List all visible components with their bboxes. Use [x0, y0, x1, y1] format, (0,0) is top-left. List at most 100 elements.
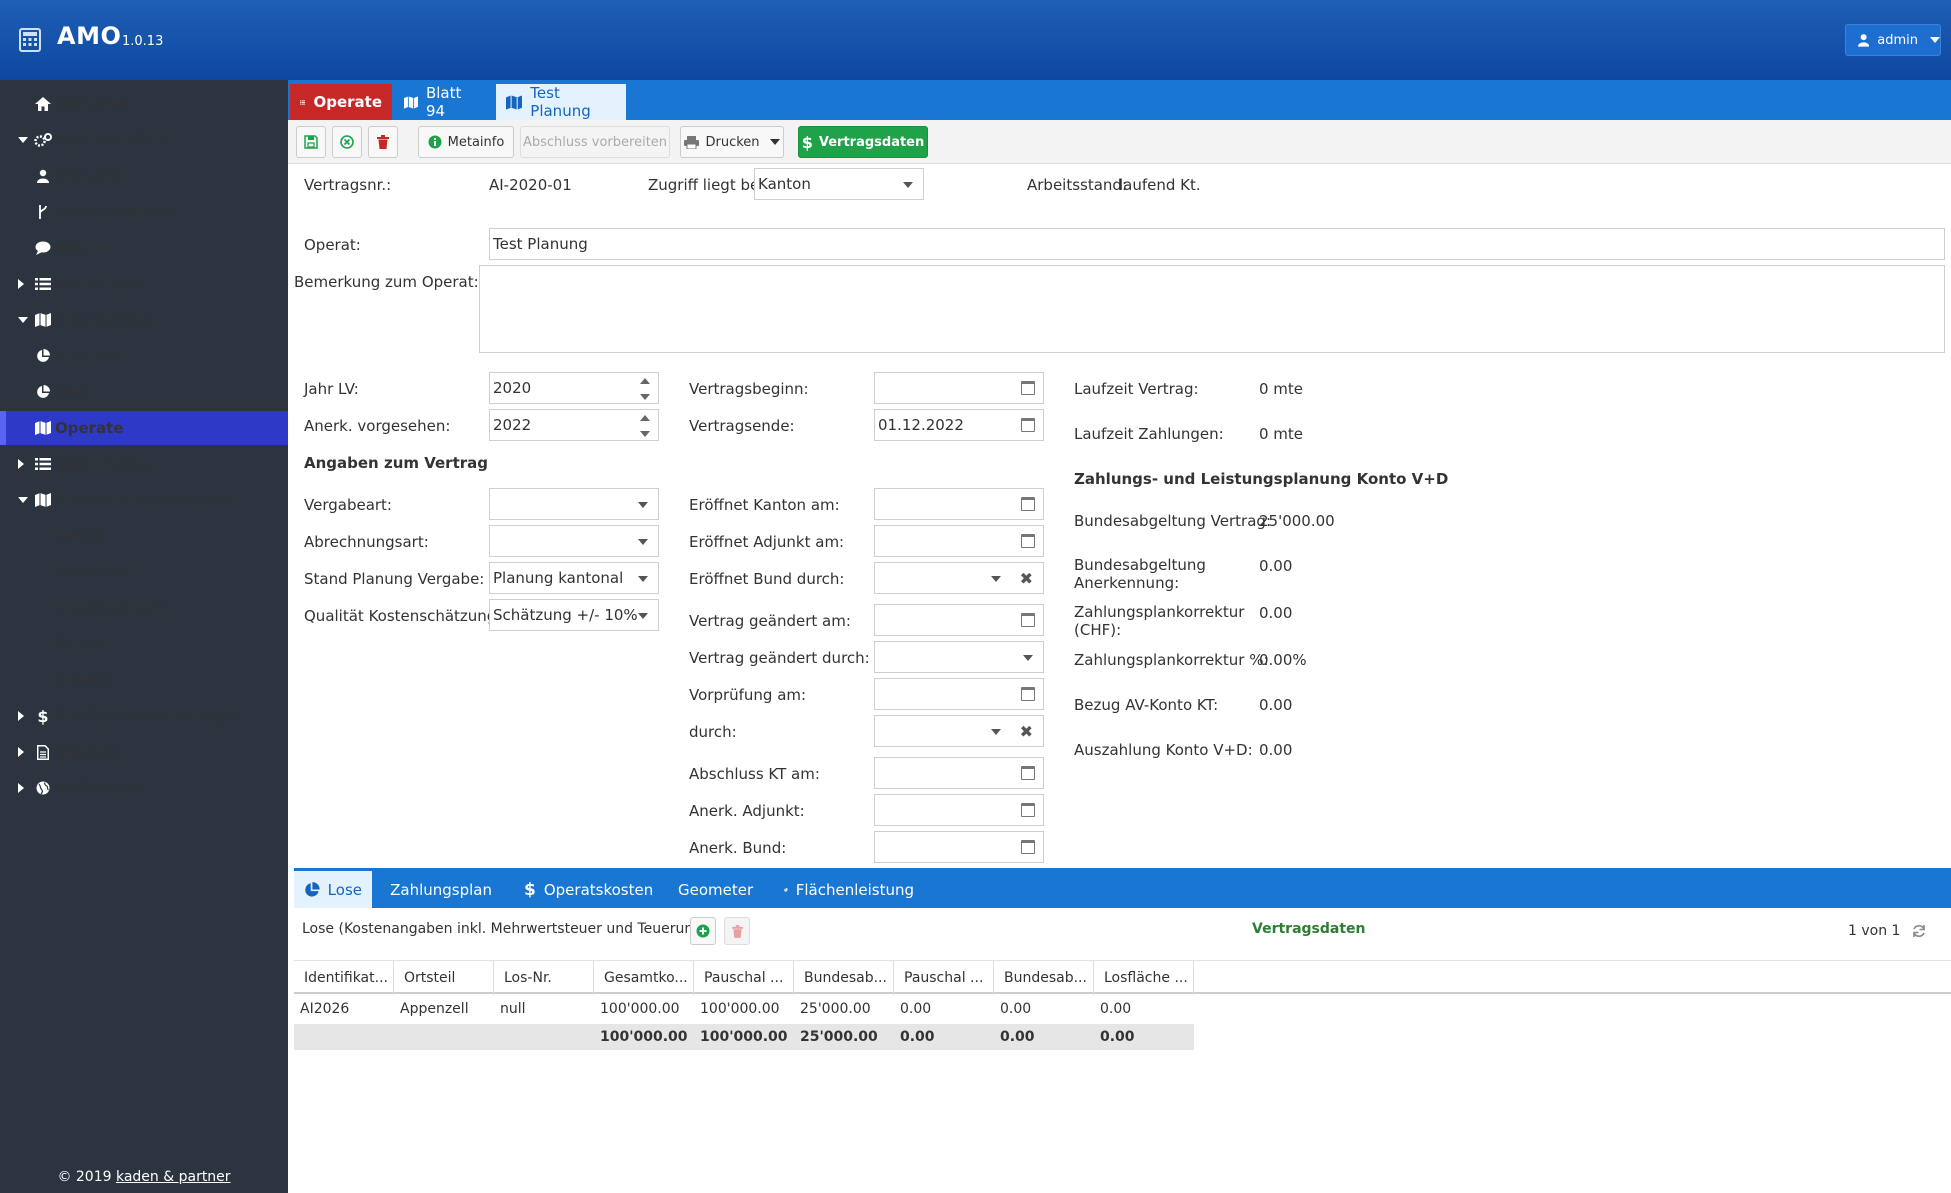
table-row[interactable]: AI2026 Appenzell null 100'000.00 100'000… [294, 996, 1951, 1022]
chevron-down-icon [638, 576, 648, 582]
sidebar-item-kanton[interactable]: Kanton [0, 627, 288, 661]
tab-flaechenleistung[interactable]: Flächenleistung [774, 871, 924, 908]
anerk-adjunkt-date[interactable] [874, 794, 1044, 826]
sidebar-item-gemeinde[interactable]: Gemeinde [0, 555, 288, 589]
abschluss-vorbereiten-button[interactable]: Abschluss vorbereiten [520, 126, 670, 158]
sidebar-item-gemeindefusion[interactable]: Gemeindefusion [0, 195, 288, 229]
sidebar-item-label: Gemeindefusion [55, 203, 178, 221]
chevron-right-icon [18, 783, 28, 793]
operat-input[interactable]: Test Planung [489, 228, 1945, 260]
refresh-icon[interactable] [1912, 924, 1926, 938]
calendar-icon[interactable] [1021, 803, 1035, 817]
vertragsbeginn-date[interactable] [874, 372, 1044, 404]
delete-los-button[interactable] [724, 917, 750, 945]
eroeffnet-adjunkt-date[interactable] [874, 525, 1044, 557]
abrechnungsart-select[interactable] [489, 525, 659, 557]
sidebar-item-grundbuch-gemeinde[interactable]: Grundbuch / Gemeinde [0, 483, 288, 517]
sidebar-item-aktuell[interactable]: Aktuell [0, 231, 288, 265]
home-icon [34, 95, 52, 113]
document-icon [34, 743, 52, 761]
anerk-vorgesehen-stepper[interactable]: 2022 [489, 409, 659, 441]
tab-operate[interactable]: Operate [290, 84, 392, 120]
add-los-button[interactable] [690, 917, 716, 945]
vergabeart-select[interactable] [489, 488, 659, 520]
tab-lose[interactable]: Lose [294, 871, 372, 908]
column-header[interactable]: Pauschal ... [694, 961, 794, 995]
qualitaet-select[interactable]: Schätzung +/- 10% [489, 599, 659, 631]
select-value: Kanton [758, 175, 811, 193]
calendar-icon[interactable] [1021, 418, 1035, 432]
eroeffnet-kanton-date[interactable] [874, 488, 1044, 520]
abschluss-kt-date[interactable] [874, 757, 1044, 789]
sidebar-item-benutzer[interactable]: Benutzer [0, 159, 288, 193]
calendar-icon[interactable] [1021, 381, 1035, 395]
user-icon [34, 167, 52, 185]
save-button[interactable] [296, 126, 326, 158]
spinner-icon[interactable] [640, 415, 650, 437]
bemerkung-textarea[interactable] [479, 265, 1945, 353]
anerk-adjunkt-label: Anerk. Adjunkt: [689, 802, 805, 820]
calendar-icon[interactable] [1021, 497, 1035, 511]
company-link[interactable]: kaden & partner [115, 1169, 231, 1185]
sidebar-item-operate[interactable]: Operate [0, 411, 288, 445]
spinner-icon[interactable] [640, 378, 650, 400]
sidebar-item-berichte[interactable]: Berichte [0, 735, 288, 769]
column-header[interactable]: Los-Nr. [494, 961, 594, 995]
vertrag-geaendert-durch-select[interactable] [874, 641, 1044, 673]
sidebar-item-startseite[interactable]: Startseite [0, 87, 288, 121]
vorpruefung-date[interactable] [874, 678, 1044, 710]
clear-icon[interactable]: ✖ [1019, 569, 1033, 588]
chevron-down-icon [903, 182, 913, 188]
tab-geometer[interactable]: Geometer [660, 871, 760, 908]
laufzeit-zahlungen-label: Laufzeit Zahlungen: [1074, 425, 1224, 443]
cancel-button[interactable] [332, 126, 362, 158]
vertrag-geaendert-am-date[interactable] [874, 604, 1044, 636]
tab-zahlungsplan[interactable]: Zahlungsplan [372, 871, 502, 908]
tab-operatskosten[interactable]: $ Operatskosten [514, 871, 653, 908]
calendar-icon[interactable] [1021, 687, 1035, 701]
sidebar-item-amo-grafik[interactable]: AMO-Grafik [0, 771, 288, 805]
sidebar-item-gebiet[interactable]: Gebiet [0, 519, 288, 553]
sidebar-item-label: Alte Lose [55, 347, 124, 365]
tab-label: Operate [313, 93, 382, 111]
drucken-button[interactable]: Drucken [680, 126, 784, 158]
sidebar-item-wertelisten[interactable]: Wertelisten [0, 267, 288, 301]
vertragsende-date[interactable]: 01.12.2022 [874, 409, 1044, 441]
durch-select[interactable]: ✖ [874, 715, 1044, 747]
column-header[interactable]: Ortsteil [394, 961, 494, 995]
sidebar-item-stammdaten[interactable]: Stammdaten [0, 447, 288, 481]
calendar-icon[interactable] [1021, 613, 1035, 627]
column-header[interactable]: Losfläche ... [1094, 961, 1194, 995]
tab-test-planung[interactable]: Test Planung [496, 84, 626, 120]
sidebar-item-operate-lose[interactable]: Operate/Lose [0, 303, 288, 337]
lose-title: Lose (Kostenangaben inkl. Mehrwertsteuer… [302, 921, 708, 937]
sidebar-item-lose[interactable]: Lose [0, 375, 288, 409]
sidebar-item-ortsteil[interactable]: Ortsteil [0, 663, 288, 697]
anerk-bund-date[interactable] [874, 831, 1044, 863]
zugriff-select[interactable]: Kanton [754, 168, 924, 200]
vertragsdaten-button[interactable]: $ Vertragsdaten [798, 126, 928, 158]
column-header[interactable]: Gesamtko... [594, 961, 694, 995]
tab-blatt-94[interactable]: Blatt 94 [394, 84, 482, 120]
sidebar-item-kredite-vereinbarungen[interactable]: $ Kredite / Vereinbarungen [0, 699, 288, 733]
sidebar-item-grundbuchamt[interactable]: Grundbuchamt [0, 591, 288, 625]
stand-planung-select[interactable]: Planung kantonal [489, 562, 659, 594]
table-cell: 25'000.00 [800, 1001, 871, 1017]
delete-button[interactable] [368, 126, 398, 158]
sidebar-item-alte-lose[interactable]: Alte Lose [0, 339, 288, 373]
column-header[interactable]: Bundesab... [994, 961, 1094, 995]
chevron-right-icon [18, 711, 28, 721]
user-menu-button[interactable]: admin [1845, 24, 1941, 56]
column-header[interactable]: Bundesab... [794, 961, 894, 995]
calendar-icon[interactable] [1021, 840, 1035, 854]
sidebar-item-label: Kredite / Vereinbarungen [55, 707, 243, 725]
metainfo-button[interactable]: Metainfo [418, 126, 514, 158]
column-header[interactable]: Pauschal ... [894, 961, 994, 995]
column-header[interactable]: Identifikat... [294, 961, 394, 995]
sidebar-item-administration[interactable]: Administration [0, 123, 288, 157]
calendar-icon[interactable] [1021, 534, 1035, 548]
clear-icon[interactable]: ✖ [1019, 722, 1033, 741]
jahr-lv-stepper[interactable]: 2020 [489, 372, 659, 404]
eroeffnet-bund-select[interactable]: ✖ [874, 562, 1044, 594]
calendar-icon[interactable] [1021, 766, 1035, 780]
